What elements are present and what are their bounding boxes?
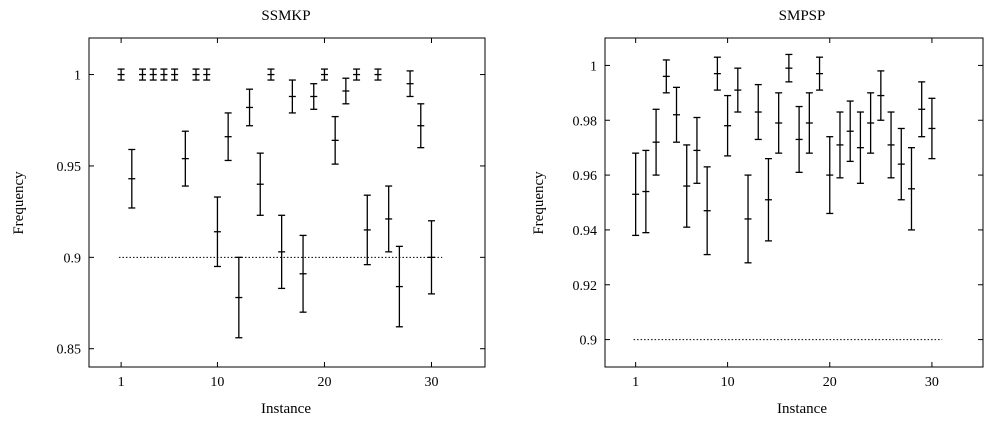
y-axis-label: Frequency	[531, 171, 547, 235]
x-axis-label: Instance	[777, 401, 827, 417]
y-tick-label: 0.96	[573, 169, 598, 184]
chart-title: SMPSP	[779, 8, 826, 24]
y-tick-label: 1	[590, 59, 597, 74]
y-tick-label: 0.92	[573, 279, 598, 294]
chart-marks: 1 10 20 30 0.85 0.9 0.95 1	[57, 38, 485, 390]
y-tick-label: 0.95	[57, 160, 82, 175]
x-axis-label: Instance	[261, 401, 311, 417]
y-tick-label: 1	[74, 69, 81, 84]
y-tick-label: 0.9	[580, 334, 598, 349]
plot-frame	[88, 37, 486, 368]
y-tick-label: 0.85	[57, 343, 82, 358]
x-tick-label: 20	[317, 375, 331, 390]
chart-smpsp: SMPSP 1 10 20 30 0.9 0.92 0.94 0.96 0.98 1 Instan…	[531, 8, 984, 417]
plot-frame	[604, 37, 984, 368]
x-tick-label: 10	[210, 375, 224, 390]
x-tick-label: 30	[424, 375, 438, 390]
x-tick-label: 1	[118, 375, 125, 390]
x-tick-label: 10	[721, 375, 735, 390]
chart-title: SSMKP	[261, 8, 310, 24]
y-tick-label: 0.9	[64, 251, 82, 266]
x-tick-label: 30	[925, 375, 939, 390]
chart-ssmkp: SSMKP 1 10 20 30 0.85 0.9 0.95 1 Instance Frequ…	[11, 8, 486, 417]
y-tick-label: 0.98	[573, 114, 598, 129]
y-tick-label: 0.94	[573, 224, 598, 239]
x-tick-label: 20	[823, 375, 837, 390]
y-axis-label: Frequency	[11, 171, 27, 235]
chart-marks: 1 10 20 30 0.9 0.92 0.94 0.96 0.98 1	[573, 38, 983, 390]
x-tick-label: 1	[632, 375, 639, 390]
